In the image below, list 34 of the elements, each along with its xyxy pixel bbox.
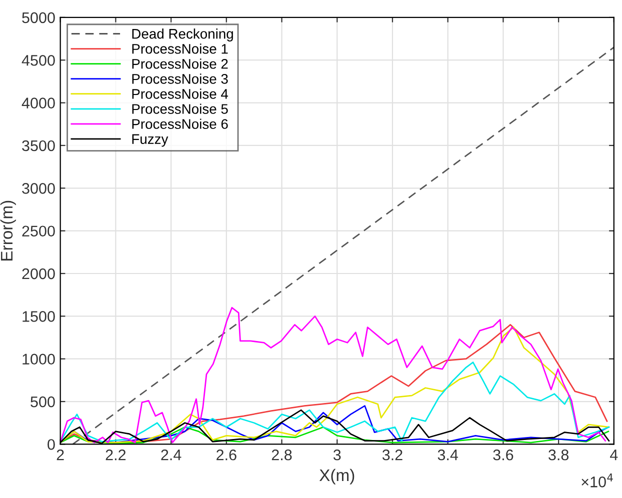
y-axis-title: Error(m) [0, 200, 16, 260]
y-tick-label: 1000 [22, 354, 55, 365]
legend-label: Fuzzy [132, 134, 168, 147]
x-tick-label: 4 [610, 450, 618, 460]
x-tick-label: 3.6 [493, 449, 514, 460]
x-tick-label: 2.2 [106, 449, 126, 460]
text: ×10$^{4}$ [582, 474, 613, 488]
legend-label: ProcessNoise 3 [132, 74, 228, 84]
legend-label: Dead Reckoning [132, 28, 233, 42]
legend-label: ProcessNoise 1 [132, 44, 228, 54]
x-tick-label: 3 [333, 449, 341, 460]
x-tick-label: 2.4 [161, 449, 182, 460]
x-tick-label: 2.6 [216, 449, 236, 460]
x-tick-label: 3.2 [382, 449, 402, 460]
y-tick-label: 1500 [22, 311, 55, 322]
x-tick-label: 2.8 [272, 449, 292, 460]
y-tick-label: 5000 [22, 12, 55, 24]
y-tick-label: 4000 [22, 98, 55, 108]
x-tick-label: 3.4 [438, 449, 458, 460]
y-tick-label: 3500 [22, 140, 55, 152]
x-tick-label: 3.8 [548, 449, 569, 460]
legend-label: ProcessNoise 6 [132, 118, 228, 129]
y-tick-label: 3000 [22, 183, 55, 194]
y-tick-label: 2500 [22, 226, 55, 237]
legend-label: ProcessNoise 5 [132, 104, 228, 114]
line-series [60, 426, 610, 444]
y-tick-label: 2000 [22, 268, 55, 280]
y-tick-label: 0 [48, 439, 55, 450]
legend-label: ProcessNoise 2 [132, 58, 228, 69]
y-tick-label: 4500 [22, 54, 55, 66]
y-tick-label: 500 [30, 396, 55, 408]
x-tick-label: 2 [56, 449, 64, 460]
legend-label: ProcessNoise 4 [132, 88, 228, 99]
x-axis-title: X(m) [319, 468, 354, 484]
